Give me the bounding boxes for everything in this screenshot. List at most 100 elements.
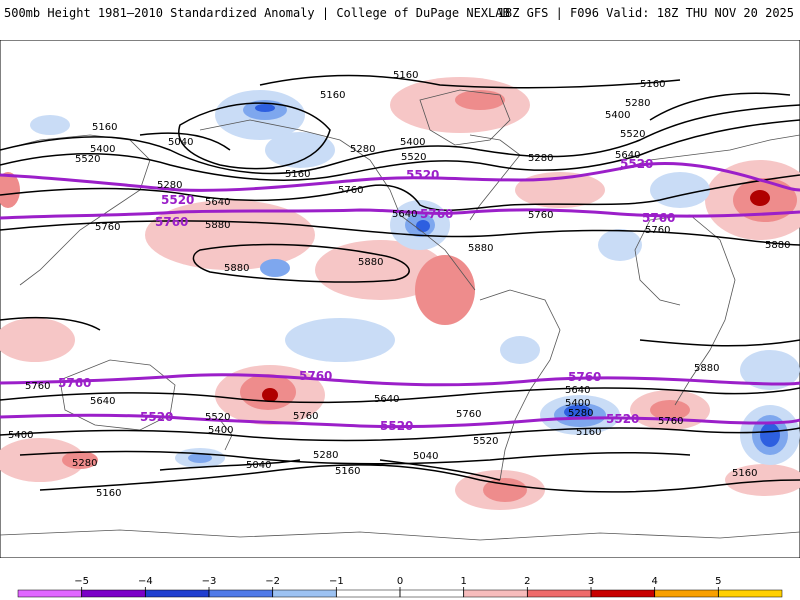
label-5280-e: 5280 bbox=[72, 458, 97, 469]
label-5520-d: 5520 bbox=[205, 412, 230, 423]
label-5040-a: 5040 bbox=[168, 137, 193, 148]
hl-label-5520-c: 5520 bbox=[161, 193, 194, 207]
anomaly-neg-brazil bbox=[500, 336, 540, 364]
label-5160-h: 5160 bbox=[576, 427, 601, 438]
anomaly-neg-alaska-core bbox=[255, 104, 275, 112]
colorbar-tick-label: 2 bbox=[524, 576, 530, 587]
colorbar-tick-label: 4 bbox=[651, 576, 657, 587]
label-5280-f: 5280 bbox=[313, 450, 338, 461]
map-panel: 5160 5160 5160 5160 5160 5040 5280 5280 … bbox=[0, 40, 800, 558]
label-5160-e: 5160 bbox=[285, 169, 310, 180]
label-5640-c: 5640 bbox=[392, 209, 417, 220]
hl-label-5760-f: 5760 bbox=[568, 370, 601, 384]
map-title: 500mb Height 1981–2010 Standardized Anom… bbox=[4, 6, 510, 20]
hl-label-5760-a: 5760 bbox=[155, 215, 188, 229]
anomaly-pos-north-atlantic-core bbox=[455, 90, 505, 110]
hl-label-5760-e: 5760 bbox=[299, 369, 332, 383]
label-5280-b: 5280 bbox=[350, 144, 375, 155]
anomaly-neg-us-core bbox=[416, 220, 430, 232]
colorbar-segment bbox=[18, 590, 82, 597]
hl-label-5520-b: 5520 bbox=[620, 157, 653, 171]
label-5400-b: 5400 bbox=[400, 137, 425, 148]
label-5160-a: 5160 bbox=[393, 70, 418, 81]
colorbar-tick-label: −3 bbox=[202, 576, 217, 587]
anomaly-pos-south-pacific-core bbox=[262, 388, 278, 402]
hl-label-5760-b: 5760 bbox=[420, 207, 453, 221]
anomaly-pos-asia-core bbox=[750, 190, 770, 206]
label-5880-d: 5880 bbox=[468, 243, 493, 254]
label-5760-f: 5760 bbox=[293, 411, 318, 422]
label-5040-c: 5040 bbox=[413, 451, 438, 462]
label-5280-g: 5280 bbox=[568, 408, 593, 419]
label-5400-e: 5400 bbox=[208, 425, 233, 436]
label-5160-d: 5160 bbox=[92, 122, 117, 133]
label-5160-b: 5160 bbox=[320, 90, 345, 101]
label-5880-f: 5880 bbox=[694, 363, 719, 374]
label-5640-b: 5640 bbox=[205, 197, 230, 208]
hl-label-5520-a: 5520 bbox=[406, 168, 439, 182]
colorbar-segment bbox=[336, 590, 400, 597]
label-5880-b: 5880 bbox=[224, 263, 249, 274]
label-5040-b: 5040 bbox=[246, 460, 271, 471]
colorbar-tick-label: 0 bbox=[397, 576, 403, 587]
colorbar-tick-label: −2 bbox=[265, 576, 280, 587]
label-5160-g: 5160 bbox=[335, 466, 360, 477]
label-5640-d: 5640 bbox=[90, 396, 115, 407]
colorbar-tick-label: 3 bbox=[588, 576, 594, 587]
label-5640-e: 5640 bbox=[374, 394, 399, 405]
label-5400-d: 5400 bbox=[8, 430, 33, 441]
anomaly-neg-west bbox=[30, 115, 70, 135]
hl-label-5760-c: 5760 bbox=[642, 211, 675, 225]
label-5160-c: 5160 bbox=[640, 79, 665, 90]
label-5400-a: 5400 bbox=[605, 110, 630, 121]
colorbar-segment bbox=[655, 590, 719, 597]
label-5760-g: 5760 bbox=[456, 409, 481, 420]
label-5760-d: 5760 bbox=[645, 225, 670, 236]
anomaly-neg-europe bbox=[650, 172, 710, 208]
label-5280-c: 5280 bbox=[528, 153, 553, 164]
colorbar-segment bbox=[591, 590, 655, 597]
label-5760-c: 5760 bbox=[528, 210, 553, 221]
label-5520-e: 5520 bbox=[473, 436, 498, 447]
anomaly-neg-south-pacific-tropics bbox=[285, 318, 395, 362]
colorbar-segment bbox=[718, 590, 782, 597]
colorbar-segment bbox=[145, 590, 209, 597]
anomaly-neg-north-africa bbox=[598, 229, 642, 261]
colorbar: −5 −4 −3 −2 −1 0 1 2 3 4 5 bbox=[0, 570, 800, 600]
label-5880-a: 5880 bbox=[205, 220, 230, 231]
hl-label-5520-d: 5520 bbox=[140, 410, 173, 424]
hl-label-5520-e: 5520 bbox=[380, 419, 413, 433]
colorbar-segment bbox=[273, 590, 337, 597]
colorbar-segment bbox=[82, 590, 146, 597]
label-5760-e: 5760 bbox=[25, 381, 50, 392]
hl-label-5760-d: 5760 bbox=[58, 376, 91, 390]
label-5160-f: 5160 bbox=[96, 488, 121, 499]
anomaly-neg-canada bbox=[265, 132, 335, 168]
colorbar-segment bbox=[527, 590, 591, 597]
colorbar-segment bbox=[464, 590, 528, 597]
label-5520-a: 5520 bbox=[620, 129, 645, 140]
hl-label-5520-f: 5520 bbox=[606, 412, 639, 426]
colorbar-tick-label: −1 bbox=[329, 576, 344, 587]
colorbar-segment bbox=[209, 590, 273, 597]
colorbar-tick-label: −4 bbox=[138, 576, 153, 587]
model-run-info: 18Z GFS | F096 Valid: 18Z THU NOV 20 202… bbox=[498, 6, 794, 20]
label-5880-e: 5880 bbox=[765, 240, 790, 251]
label-5760-b: 5760 bbox=[95, 222, 120, 233]
label-5640-f: 5640 bbox=[565, 385, 590, 396]
label-5760-h: 5760 bbox=[658, 416, 683, 427]
label-5520-b: 5520 bbox=[401, 152, 426, 163]
label-5280-d: 5280 bbox=[157, 180, 182, 191]
label-5760-a: 5760 bbox=[338, 185, 363, 196]
label-5280-a: 5280 bbox=[625, 98, 650, 109]
colorbar-tick-label: 1 bbox=[460, 576, 466, 587]
label-5880-c: 5880 bbox=[358, 257, 383, 268]
colorbar-segment bbox=[400, 590, 464, 597]
anomaly-pos-mexico bbox=[415, 255, 475, 325]
anomaly-neg-southern-indian-core bbox=[760, 423, 780, 447]
label-5520-c: 5520 bbox=[75, 154, 100, 165]
colorbar-tick-label: −5 bbox=[74, 576, 89, 587]
colorbar-tick-label: 5 bbox=[715, 576, 721, 587]
label-5160-i: 5160 bbox=[732, 468, 757, 479]
anomaly-neg-hawaii bbox=[260, 259, 290, 277]
